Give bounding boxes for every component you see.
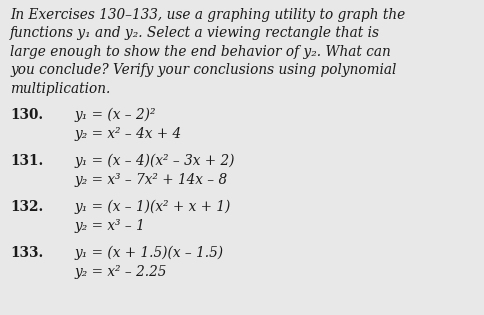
Text: y₁ = (x + 1.5)(x – 1.5): y₁ = (x + 1.5)(x – 1.5) bbox=[75, 246, 224, 261]
Text: 131.: 131. bbox=[10, 154, 43, 168]
Text: y₂ = x² – 4x + 4: y₂ = x² – 4x + 4 bbox=[75, 127, 182, 141]
Text: y₁ = (x – 4)(x² – 3x + 2): y₁ = (x – 4)(x² – 3x + 2) bbox=[75, 154, 235, 169]
Text: large enough to show the end behavior of y₂. What can: large enough to show the end behavior of… bbox=[10, 45, 390, 59]
Text: y₂ = x² – 2.25: y₂ = x² – 2.25 bbox=[75, 265, 167, 279]
Text: you conclude? Verify your conclusions using polynomial: you conclude? Verify your conclusions us… bbox=[10, 64, 395, 77]
Text: functions y₁ and y₂. Select a viewing rectangle that is: functions y₁ and y₂. Select a viewing re… bbox=[10, 26, 379, 41]
Text: 133.: 133. bbox=[10, 246, 43, 260]
Text: y₁ = (x – 1)(x² + x + 1): y₁ = (x – 1)(x² + x + 1) bbox=[75, 200, 231, 215]
Text: y₁ = (x – 2)²: y₁ = (x – 2)² bbox=[75, 108, 156, 123]
Text: multiplication.: multiplication. bbox=[10, 82, 110, 96]
Text: 130.: 130. bbox=[10, 108, 43, 122]
Text: y₂ = x³ – 1: y₂ = x³ – 1 bbox=[75, 219, 146, 233]
Text: 132.: 132. bbox=[10, 200, 43, 214]
Text: y₂ = x³ – 7x² + 14x – 8: y₂ = x³ – 7x² + 14x – 8 bbox=[75, 173, 227, 187]
Text: In Exercises 130–133, use a graphing utility to graph the: In Exercises 130–133, use a graphing uti… bbox=[10, 8, 405, 22]
